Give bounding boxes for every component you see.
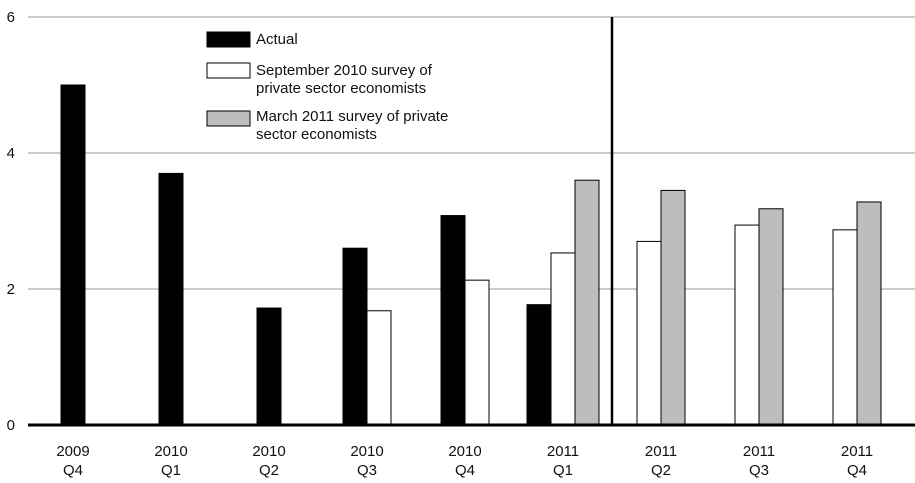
y-tick-label: 0 [7,417,15,434]
bars [60,84,882,426]
bar [574,179,600,426]
bar [550,252,576,426]
x-tick-label: 2010 Q3 [350,443,383,479]
bar [526,304,552,426]
y-tick-label: 6 [7,9,15,26]
bar [636,240,662,426]
x-tick-label: 2011 Q4 [841,443,873,479]
legend: Actual September 2010 survey of private se… [206,31,448,143]
bar [440,215,466,426]
bar [342,247,368,426]
bar [660,189,686,426]
bar [366,310,392,426]
y-axis-ticks: 0 2 4 6 [7,9,15,434]
x-tick-label: 2011 Q3 [743,443,775,479]
bar [758,208,784,426]
y-tick-label: 4 [7,145,15,162]
bar [856,201,882,426]
legend-swatch [206,110,251,127]
bar [464,279,490,426]
y-tick-label: 2 [7,281,15,298]
bar [256,307,282,426]
x-tick-label: 2010 Q4 [448,443,481,479]
bar [734,224,760,426]
x-tick-label: 2011 Q1 [547,443,579,479]
bar [60,84,86,426]
x-tick-label: 2009 Q4 [56,443,89,479]
x-axis-ticks: 2009 Q4 2010 Q1 2010 Q2 2010 Q3 2010 Q4 2011 Q1 2011… [56,443,873,479]
axes [28,17,915,427]
legend-swatch [206,31,251,48]
bar [832,229,858,426]
legend-label: Actual [256,31,298,48]
x-tick-label: 2010 Q2 [252,443,285,479]
legend-label: September 2010 survey of private sector e… [256,62,433,97]
legend-label: March 2011 survey of private sector econo… [256,108,448,143]
legend-swatch [206,62,251,79]
x-tick-label: 2011 Q2 [645,443,677,479]
bar [158,172,184,426]
x-tick-label: 2010 Q1 [154,443,187,479]
